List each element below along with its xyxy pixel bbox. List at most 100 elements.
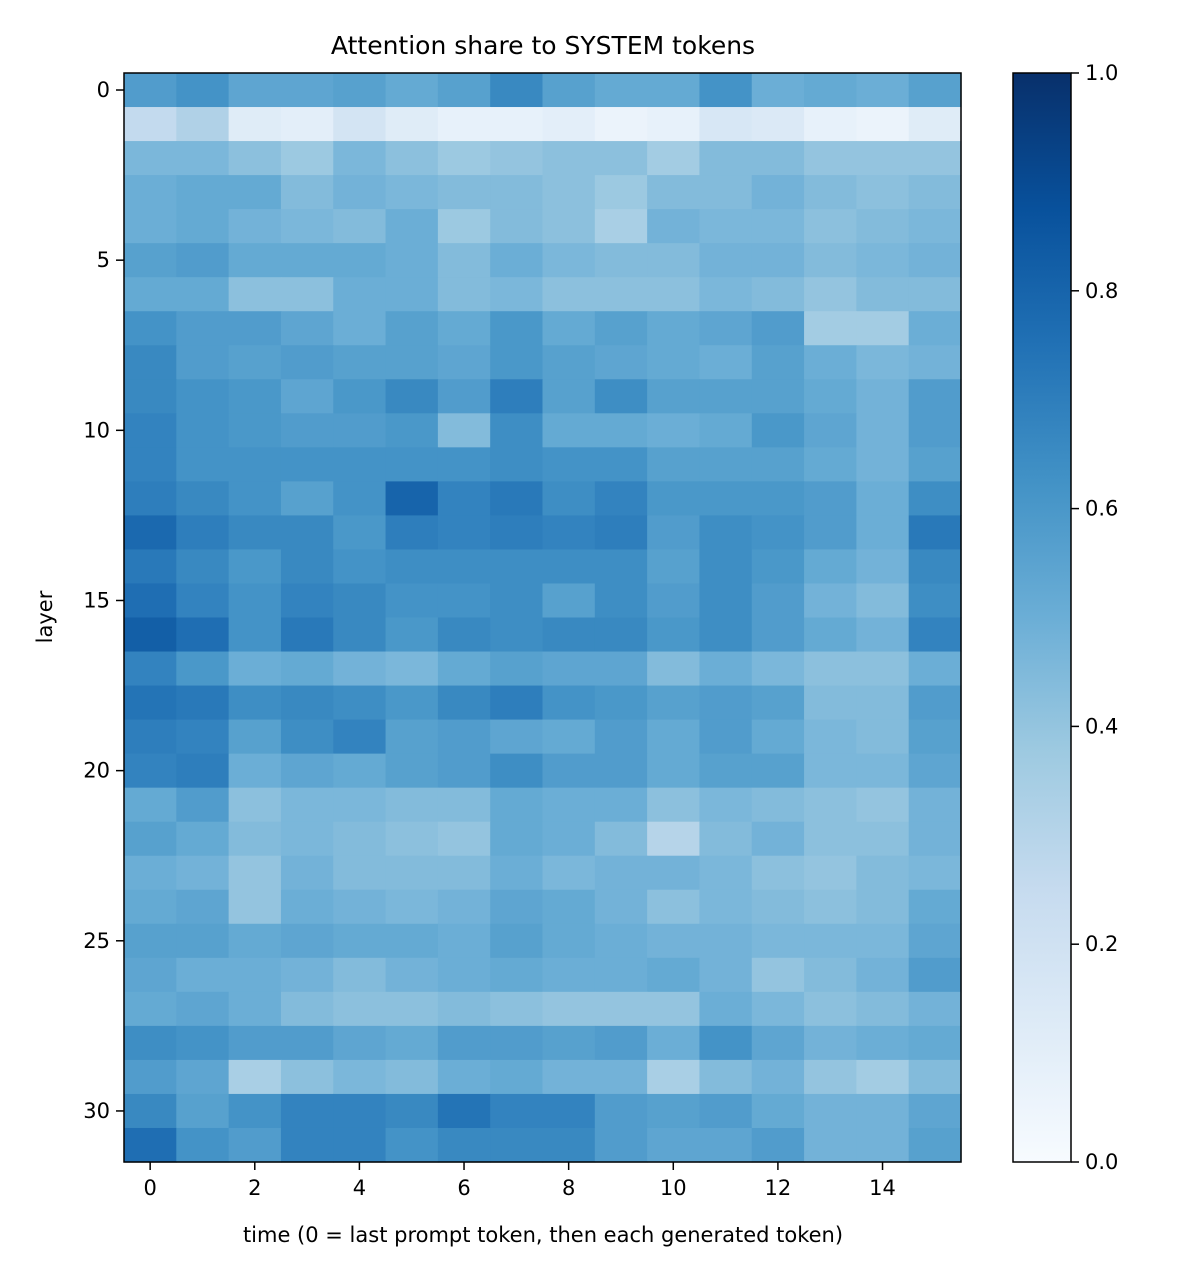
heatmap-cell	[124, 1025, 177, 1061]
heatmap-cell	[124, 1059, 177, 1095]
heatmap-cell	[176, 209, 230, 244]
y-tick-label: 30	[83, 1099, 110, 1123]
heatmap-cell	[437, 1059, 491, 1095]
heatmap-cell	[647, 1127, 701, 1163]
heatmap-cell	[228, 243, 282, 278]
heatmap-cell	[542, 651, 596, 687]
heatmap-cell	[437, 991, 491, 1027]
heatmap-cell	[176, 991, 230, 1027]
heatmap-cell	[228, 379, 282, 414]
heatmap-cell	[647, 175, 701, 210]
heatmap-cell	[490, 243, 544, 278]
heatmap-cell	[804, 1093, 857, 1129]
heatmap-cell	[437, 311, 491, 346]
y-tick-label: 15	[83, 588, 110, 612]
heatmap-cell	[908, 141, 962, 176]
heatmap-cell	[751, 651, 805, 687]
heatmap-cell	[542, 923, 596, 959]
heatmap-cell	[804, 1127, 857, 1163]
heatmap-cell	[804, 855, 857, 891]
heatmap-cell	[751, 515, 805, 551]
heatmap-cell	[594, 923, 648, 959]
heatmap-cell	[804, 447, 857, 482]
heatmap-cell	[385, 481, 439, 517]
heatmap-cell	[280, 1059, 334, 1095]
heatmap-cell	[385, 617, 439, 653]
heatmap-cell	[699, 481, 753, 517]
heatmap-cell	[856, 481, 910, 517]
heatmap-cell	[385, 821, 439, 857]
heatmap-cell	[542, 379, 596, 414]
heatmap-cell	[908, 923, 962, 959]
heatmap-cell	[176, 1059, 230, 1095]
heatmap-cell	[437, 855, 491, 891]
heatmap-cell	[124, 311, 177, 346]
heatmap-cell	[333, 379, 387, 414]
heatmap-cell	[647, 141, 701, 176]
heatmap-cell	[594, 821, 648, 857]
heatmap-cell	[699, 957, 753, 993]
heatmap-cell	[594, 889, 648, 925]
heatmap-cell	[594, 515, 648, 551]
heatmap-cell	[699, 73, 753, 108]
y-tick-label: 5	[97, 248, 110, 272]
heatmap-cell	[124, 1093, 177, 1129]
heatmap-cell	[385, 1025, 439, 1061]
heatmap-cell	[437, 379, 491, 414]
heatmap-cell	[647, 447, 701, 482]
heatmap-cell	[647, 685, 701, 721]
heatmap-cell	[647, 107, 701, 142]
heatmap-cell	[280, 889, 334, 925]
heatmap-cell	[542, 821, 596, 857]
x-tick-label: 14	[869, 1176, 896, 1200]
heatmap-cell	[333, 243, 387, 278]
heatmap-cell	[280, 345, 334, 380]
heatmap-cell	[385, 345, 439, 380]
heatmap-cell	[490, 957, 544, 993]
colorbar-tick-label: 0.0	[1085, 1150, 1118, 1174]
heatmap-cell	[124, 515, 177, 551]
heatmap-cell	[437, 243, 491, 278]
heatmap-cell	[856, 515, 910, 551]
heatmap-cell	[176, 787, 230, 823]
heatmap-cell	[594, 1025, 648, 1061]
heatmap-cell	[280, 209, 334, 244]
x-tick-label: 10	[660, 1176, 687, 1200]
heatmap-cell	[280, 855, 334, 891]
heatmap-cell	[594, 345, 648, 380]
heatmap-cell	[333, 1059, 387, 1095]
heatmap-cell	[385, 141, 439, 176]
heatmap-cell	[908, 345, 962, 380]
heatmap-cell	[856, 243, 910, 278]
heatmap-cell	[280, 175, 334, 210]
heatmap-cell	[647, 753, 701, 789]
heatmap-cell	[490, 107, 544, 142]
heatmap-cell	[699, 991, 753, 1027]
heatmap-cell	[280, 1025, 334, 1061]
heatmap-cell	[437, 787, 491, 823]
heatmap-cell	[751, 209, 805, 244]
heatmap-cell	[699, 175, 753, 210]
heatmap-cell	[228, 277, 282, 312]
heatmap-cell	[699, 1025, 753, 1061]
heatmap-cell	[228, 923, 282, 959]
heatmap-cell	[124, 73, 177, 108]
heatmap-cell	[751, 379, 805, 414]
heatmap-cell	[228, 583, 282, 619]
heatmap-cell	[280, 141, 334, 176]
heatmap-cell	[594, 1059, 648, 1095]
heatmap-cell	[437, 141, 491, 176]
heatmap-cell	[856, 73, 910, 108]
heatmap-cell	[228, 1127, 282, 1163]
heatmap-cell	[333, 311, 387, 346]
heatmap-cell	[542, 685, 596, 721]
heatmap-cell	[908, 991, 962, 1027]
heatmap-cell	[804, 991, 857, 1027]
heatmap-cell	[908, 685, 962, 721]
heatmap-cell	[751, 175, 805, 210]
heatmap-cell	[542, 617, 596, 653]
heatmap-cell	[699, 617, 753, 653]
heatmap-cell	[594, 957, 648, 993]
heatmap-cell	[490, 481, 544, 517]
